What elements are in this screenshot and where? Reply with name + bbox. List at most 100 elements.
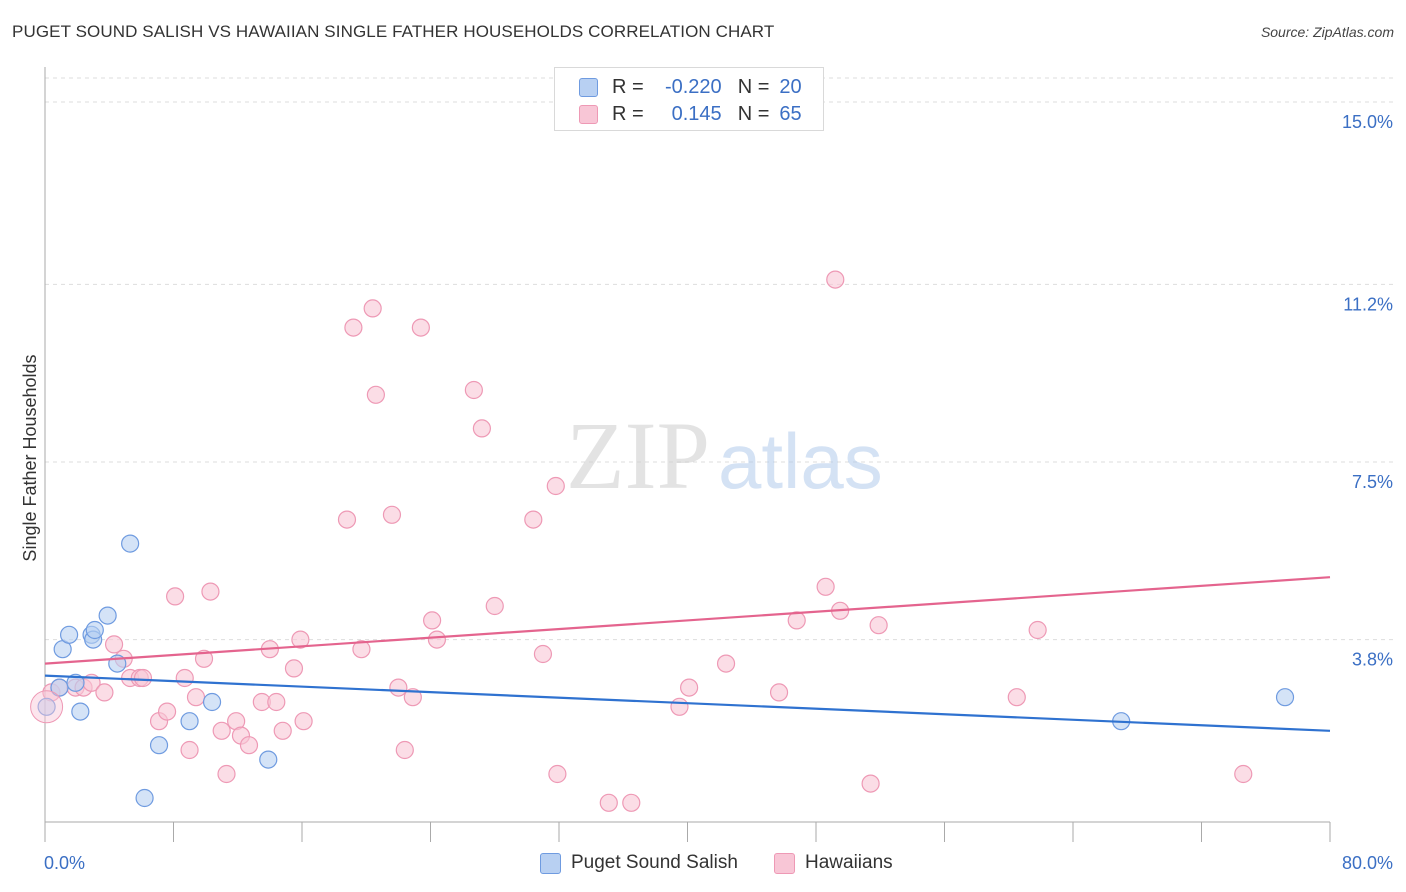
legend-r-label: R = (612, 75, 644, 98)
point-hawaiians (186, 688, 206, 707)
y-tick-label: 11.2% (1343, 294, 1393, 314)
y-tick-label: 7.5% (1352, 472, 1393, 492)
chart-title: PUGET SOUND SALISH VS HAWAIIAN SINGLE FA… (12, 22, 775, 41)
point-hawaiians (816, 577, 835, 596)
point-hawaiians (464, 380, 483, 400)
trend-line-hawaiians (44, 576, 1331, 665)
series-legend-label: Hawaiians (805, 852, 893, 873)
legend-r-value: -0.220 (664, 75, 722, 98)
legend-swatch-blue (579, 77, 598, 97)
legend-n-value: 20 (779, 75, 802, 98)
point-hawaiians (157, 702, 177, 721)
correlation-legend: R = -0.220 N = 20 R = 0.145 N = 65 (554, 67, 824, 131)
x-tick-label-min: 0.0% (44, 853, 85, 873)
point-hawaiians (382, 505, 402, 524)
legend-swatch-pink (579, 104, 598, 124)
point-puget-sound-salish (259, 750, 278, 769)
gridlines (45, 77, 1393, 641)
point-hawaiians (680, 678, 699, 697)
trend-lines (44, 576, 1331, 732)
point-hawaiians (291, 630, 310, 649)
point-hawaiians (411, 318, 430, 337)
point-hawaiians (826, 270, 845, 289)
series-legend: Puget Sound Salish Hawaiians (0, 850, 1406, 878)
tick-labels: 3.8% 7.5% 11.2% 15.0% 0.0% 80.0% (44, 112, 1393, 873)
point-hawaiians (133, 668, 153, 688)
point-hawaiians (869, 616, 888, 635)
point-hawaiians (273, 721, 292, 740)
point-hawaiians (212, 721, 231, 740)
point-hawaiians (344, 318, 363, 337)
point-hawaiians (524, 510, 543, 529)
x-tick-label-max: 80.0% (1342, 853, 1393, 873)
point-puget-sound-salish (135, 788, 154, 808)
point-hawaiians (267, 692, 286, 712)
trend-line-puget-sound-salish (44, 674, 1331, 732)
legend-r-value: 0.145 (671, 102, 722, 125)
point-puget-sound-salish (37, 697, 56, 716)
series-legend-puget-sound-salish[interactable]: Puget Sound Salish (540, 852, 738, 874)
point-hawaiians (363, 299, 382, 318)
legend-n-value: 65 (779, 102, 802, 125)
point-hawaiians (403, 688, 422, 707)
y-tick-label: 15.0% (1342, 112, 1393, 132)
point-hawaiians (166, 587, 185, 606)
series-legend-label: Puget Sound Salish (571, 852, 738, 873)
legend-n-label: N = (737, 75, 770, 98)
point-hawaiians (337, 510, 357, 529)
point-hawaiians (239, 736, 259, 755)
point-puget-sound-salish (202, 692, 222, 712)
point-puget-sound-salish (180, 712, 199, 731)
point-hawaiians (861, 774, 880, 793)
point-hawaiians (622, 793, 641, 812)
point-puget-sound-salish (1275, 688, 1295, 707)
point-puget-sound-salish (85, 620, 104, 640)
point-hawaiians (1028, 620, 1047, 640)
point-hawaiians (104, 635, 124, 654)
point-puget-sound-salish (59, 625, 79, 644)
point-hawaiians (395, 740, 414, 760)
point-hawaiians (389, 678, 408, 697)
point-hawaiians (1234, 764, 1253, 784)
point-puget-sound-salish (71, 702, 90, 721)
point-hawaiians (95, 683, 114, 702)
watermark-atlas: atlas (718, 417, 883, 505)
series-swatch-blue (540, 852, 561, 874)
point-hawaiians (194, 649, 214, 668)
point-hawaiians (472, 419, 491, 438)
point-hawaiians (599, 793, 618, 812)
point-hawaiians (1007, 688, 1026, 707)
point-hawaiians (175, 668, 194, 688)
point-puget-sound-salish (66, 673, 85, 692)
point-hawaiians (787, 611, 806, 630)
point-hawaiians (217, 764, 236, 784)
point-puget-sound-salish (98, 606, 117, 625)
source-text: Source: ZipAtlas.com (1260, 24, 1394, 40)
series-legend-hawaiians[interactable]: Hawaiians (774, 852, 893, 874)
point-hawaiians (284, 659, 304, 678)
legend-row-puget-sound-salish: R = -0.220 N = 20 (579, 74, 802, 100)
legend-n-label: N = (737, 102, 770, 125)
point-hawaiians (294, 712, 313, 731)
point-hawaiians (366, 385, 385, 404)
point-hawaiians (485, 596, 504, 616)
legend-row-hawaiians: R = 0.145 N = 65 (579, 101, 802, 127)
data-points (30, 270, 1295, 812)
point-hawaiians (670, 697, 689, 716)
point-hawaiians (769, 683, 789, 702)
point-hawaiians (546, 476, 565, 496)
point-hawaiians (427, 630, 447, 649)
point-hawaiians (352, 640, 371, 659)
point-cluster-puget-sound-salish (30, 690, 64, 724)
y-axis-title: Single Father Households (20, 354, 40, 561)
point-hawaiians (201, 582, 220, 601)
point-hawaiians (533, 644, 553, 664)
point-puget-sound-salish (121, 534, 140, 553)
point-hawaiians (180, 740, 199, 760)
series-swatch-pink (774, 852, 795, 874)
point-puget-sound-salish (149, 736, 169, 755)
legend-r-label: R = (612, 102, 644, 125)
watermark: ZIP atlas (566, 402, 883, 509)
point-hawaiians (548, 764, 567, 784)
